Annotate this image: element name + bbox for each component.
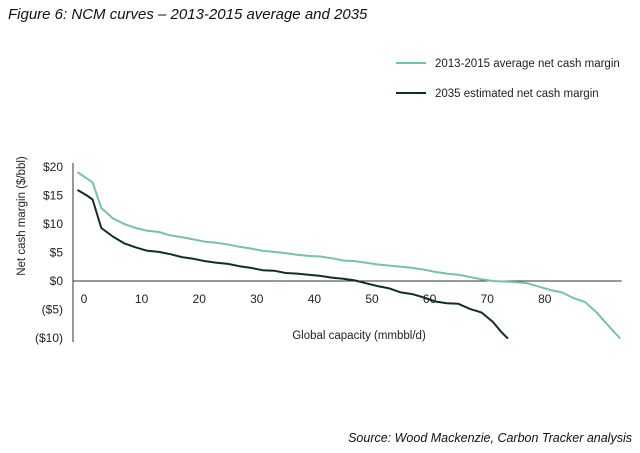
y-tick-label: ($10) <box>35 331 63 345</box>
x-tick-labels: 0 10 20 30 40 50 60 70 80 <box>81 292 552 306</box>
x-tick-label: 70 <box>481 292 495 306</box>
legend-label-2035: 2035 estimated net cash margin <box>435 88 599 100</box>
series-lines <box>77 171 621 339</box>
x-axis-label: Global capacity (mmbbl/d) <box>292 330 426 342</box>
series-line-2013-2015 <box>77 171 621 339</box>
x-tick-label: 30 <box>250 292 264 306</box>
y-tick-label: $0 <box>50 274 64 288</box>
x-tick-label: 0 <box>81 292 88 306</box>
axes-group <box>72 163 622 342</box>
y-axis-label: Net cash margin ($/bbl) <box>16 156 28 276</box>
legend: 2013-2015 average net cash margin 2035 es… <box>396 58 620 100</box>
y-tick-label: $10 <box>43 217 63 231</box>
x-tick-label: 10 <box>135 292 149 306</box>
y-tick-labels: $20 $15 $10 $5 $0 ($5) ($10) <box>35 160 63 345</box>
x-tick-label: 40 <box>308 292 322 306</box>
source-note: Source: Wood Mackenzie, Carbon Tracker a… <box>348 431 632 445</box>
x-tick-label: 50 <box>365 292 379 306</box>
y-tick-label: $15 <box>43 189 63 203</box>
x-tick-label: 80 <box>538 292 552 306</box>
x-tick-label: 20 <box>193 292 207 306</box>
y-tick-label: $20 <box>43 160 63 174</box>
y-tick-label: $5 <box>50 246 64 260</box>
legend-label-2013-2015: 2013-2015 average net cash margin <box>435 58 620 70</box>
figure-title: Figure 6: NCM curves – 2013-2015 average… <box>8 6 368 23</box>
series-line-2035 <box>77 189 509 339</box>
y-tick-label: ($5) <box>42 303 63 317</box>
